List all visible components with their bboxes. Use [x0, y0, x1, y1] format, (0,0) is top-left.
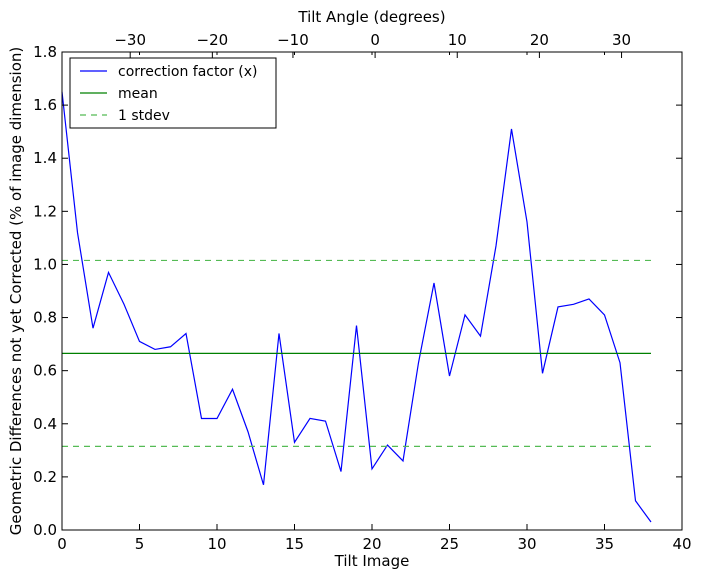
y-tick-label: 0.8 — [33, 309, 57, 327]
ticks-layer: 0 5 10 15 20 25 30 35 40 0.0 0.2 0.4 0.6 0.8 1.0 1.2 1.4… — [33, 31, 691, 553]
series-layer — [61, 91, 652, 523]
top-x-tick-label: 30 — [612, 31, 631, 49]
legend: correction factor (x) mean 1 stdev — [69, 57, 277, 129]
x-tick-label: 10 — [207, 535, 226, 553]
plot-frame — [61, 51, 683, 531]
legend-label-1-stdev: 1 stdev — [118, 108, 170, 124]
y-tick-label: 1.0 — [33, 255, 57, 273]
series-line-correction-factor-x — [61, 91, 652, 523]
x-tick-label: 15 — [285, 535, 304, 553]
y-tick-label: 0.0 — [33, 521, 57, 539]
x-tick-label: 20 — [362, 535, 381, 553]
y-tick-label: 0.4 — [33, 415, 57, 433]
x-tick-label: 40 — [672, 535, 691, 553]
y-tick-label: 0.2 — [33, 468, 57, 486]
top-x-tick-label: 10 — [448, 31, 467, 49]
top-x-tick-label: −10 — [277, 31, 309, 49]
x-tick-label: 25 — [440, 535, 459, 553]
x-tick-label: 5 — [135, 535, 145, 553]
top-x-tick-label: 0 — [370, 31, 380, 49]
x-tick-label: 30 — [517, 535, 536, 553]
top-x-axis-title: Tilt Angle (degrees) — [297, 8, 445, 26]
plot-background — [62, 52, 682, 530]
y-tick-label: 1.2 — [33, 202, 57, 220]
y-axis-title: Geometric Differences not yet Corrected … — [7, 47, 25, 536]
legend-label-correction-factor: correction factor (x) — [118, 64, 257, 80]
y-tick-label: 1.6 — [33, 96, 57, 114]
legend-label-mean: mean — [118, 86, 158, 102]
y-tick-label: 1.4 — [33, 149, 57, 167]
y-tick-label: 0.6 — [33, 362, 57, 380]
top-x-tick-label: −20 — [197, 31, 229, 49]
y-tick-label: 1.8 — [33, 43, 57, 61]
top-x-tick-label: −30 — [114, 31, 146, 49]
top-x-tick-label: 20 — [530, 31, 549, 49]
x-tick-label: 35 — [595, 535, 614, 553]
x-axis-title: Tilt Image — [334, 552, 410, 570]
x-tick-label: 0 — [57, 535, 67, 553]
